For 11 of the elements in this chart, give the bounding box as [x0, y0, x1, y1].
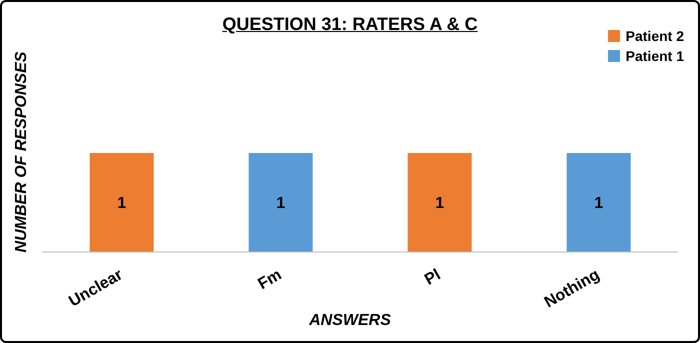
chart-title: QUESTION 31: RATERS A & C — [222, 14, 478, 34]
data-label: 1 — [435, 195, 444, 212]
x-tick-label: Fm — [255, 266, 285, 294]
data-label: 1 — [276, 195, 286, 212]
legend-label: Patient 2 — [626, 28, 684, 44]
x-axis-title: ANSWERS — [308, 312, 392, 330]
y-axis-title: NUMBER OF RESPONSES — [13, 52, 31, 252]
data-label: 1 — [117, 195, 126, 212]
x-tick-label: Pl — [422, 266, 444, 289]
legend-label: Patient 1 — [626, 48, 684, 64]
data-label: 1 — [594, 195, 604, 212]
